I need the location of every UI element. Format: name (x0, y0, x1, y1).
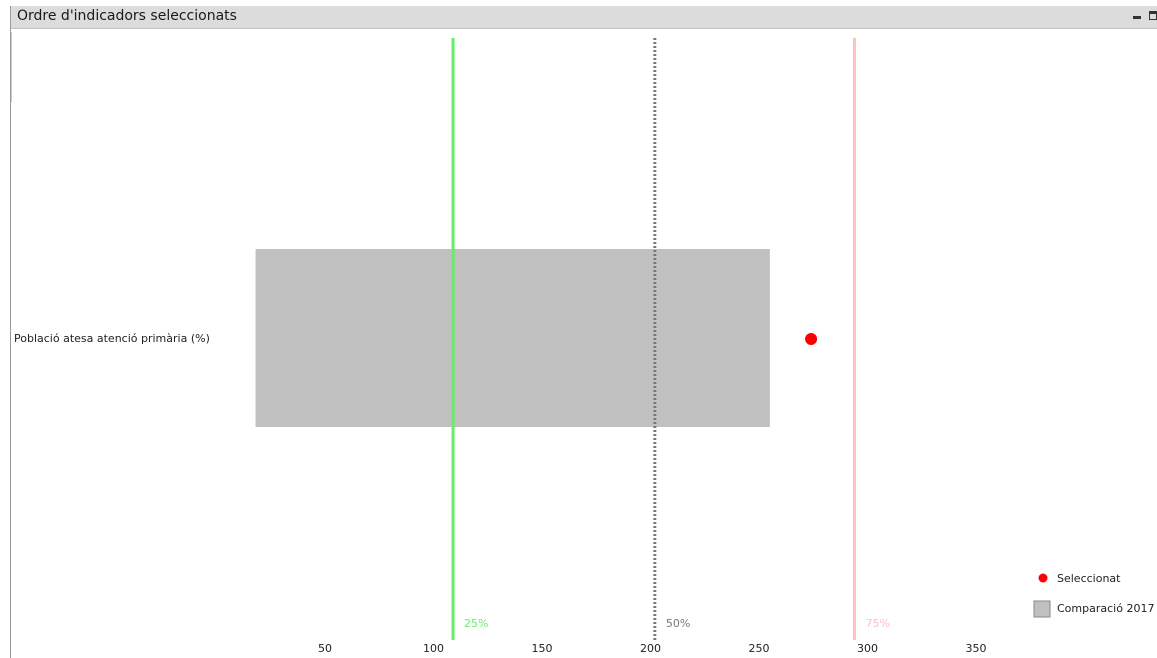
x-tick-label: 250 (749, 642, 770, 655)
selected-point (805, 333, 818, 345)
reference-line-label: 25% (464, 617, 488, 630)
legend-marker-comparison (1033, 600, 1051, 618)
x-tick-label: 350 (966, 642, 987, 655)
x-tick-label: 200 (640, 642, 661, 655)
window-title: Ordre d'indicadors seleccionats (17, 8, 237, 24)
minimize-icon[interactable] (1133, 16, 1141, 19)
chart-window: Ordre d'indicadors seleccionats (10, 6, 1157, 658)
title-bar: Ordre d'indicadors seleccionats (11, 6, 1157, 29)
category-label: Població atesa atenció primària (%) (14, 332, 210, 345)
reference-line-label: 50% (666, 617, 690, 630)
x-tick-label: 100 (423, 642, 444, 655)
legend-label-comparison: Comparació 2017 (1057, 602, 1154, 615)
x-tick-label: 50 (318, 642, 332, 655)
x-tick-label: 300 (857, 642, 878, 655)
legend-marker-selected (1038, 573, 1048, 583)
x-tick-label: 150 (532, 642, 553, 655)
resize-handle[interactable] (11, 32, 14, 102)
legend-label-selected: Seleccionat (1057, 572, 1121, 585)
comparison-bar (255, 249, 770, 427)
reference-line-label: 75% (865, 617, 889, 630)
